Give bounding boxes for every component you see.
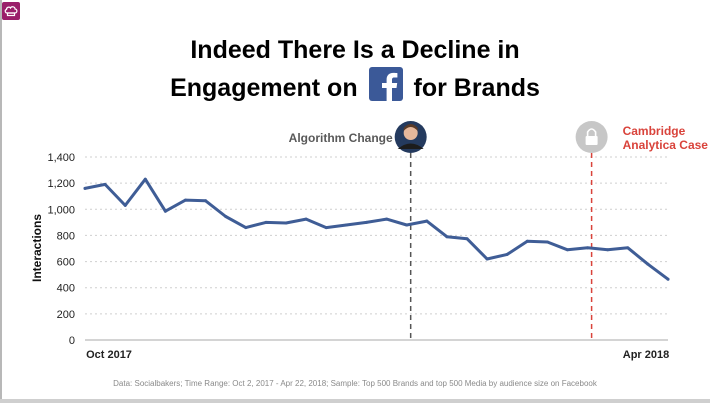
data-point (586, 246, 590, 250)
algorithm-change-label: Algorithm Change (289, 131, 393, 145)
y-tick-label: 600 (57, 257, 75, 269)
chart-title: Indeed There Is a Decline in Engagement … (0, 34, 710, 105)
data-point (505, 252, 509, 256)
data-point (163, 209, 167, 213)
y-tick-label: 1,000 (47, 204, 75, 216)
data-point (244, 226, 248, 230)
frame-left-border (0, 0, 2, 403)
data-point (344, 223, 348, 227)
y-tick-label: 1,400 (47, 152, 75, 164)
data-point (646, 262, 650, 266)
data-point (364, 220, 368, 224)
profile-photo-icon (394, 121, 427, 153)
y-axis-label: Interactions (30, 214, 44, 282)
y-tick-label: 200 (57, 309, 75, 321)
data-point (606, 248, 610, 252)
source-footnote: Data: Socialbakers; Time Range: Oct 2, 2… (113, 379, 597, 388)
data-point (666, 277, 670, 281)
data-point (425, 219, 429, 223)
chef-hat-logo-icon (2, 2, 20, 20)
facebook-logo-icon (368, 67, 403, 101)
data-point (465, 237, 469, 241)
title-line-2: Engagement on for Brands (0, 67, 710, 105)
data-point (445, 235, 449, 239)
data-point (385, 217, 389, 221)
frame-bottom-border (0, 399, 710, 403)
y-tick-label: 800 (57, 230, 75, 242)
title-line-2-end: for Brands (413, 74, 540, 102)
y-tick-label: 400 (57, 283, 75, 295)
data-point (304, 217, 308, 221)
data-point (405, 223, 409, 227)
interactions-series-line (83, 177, 670, 281)
x-tick-label: Oct 2017 (86, 349, 132, 361)
data-point (545, 240, 549, 244)
y-tick-label: 0 (69, 335, 75, 347)
data-point (565, 248, 569, 252)
data-point (485, 257, 489, 261)
data-point (184, 198, 188, 202)
cambridge-analytica-label: Analytica Case (623, 138, 709, 152)
data-point (103, 182, 107, 186)
data-point (324, 226, 328, 230)
data-point (143, 177, 147, 181)
data-point (83, 186, 87, 190)
data-point (525, 239, 529, 243)
data-point (123, 203, 127, 207)
title-line-2-start: Engagement on (170, 74, 358, 102)
data-point (264, 220, 268, 224)
cambridge-analytica-label: Cambridge (623, 124, 686, 138)
x-tick-label: Apr 2018 (623, 349, 669, 361)
data-point (284, 221, 288, 225)
data-point (204, 199, 208, 203)
title-line-1: Indeed There Is a Decline in (190, 36, 520, 64)
y-tick-label: 1,200 (47, 178, 75, 190)
data-point (224, 214, 228, 218)
padlock-icon (575, 121, 608, 153)
data-point (626, 246, 630, 250)
